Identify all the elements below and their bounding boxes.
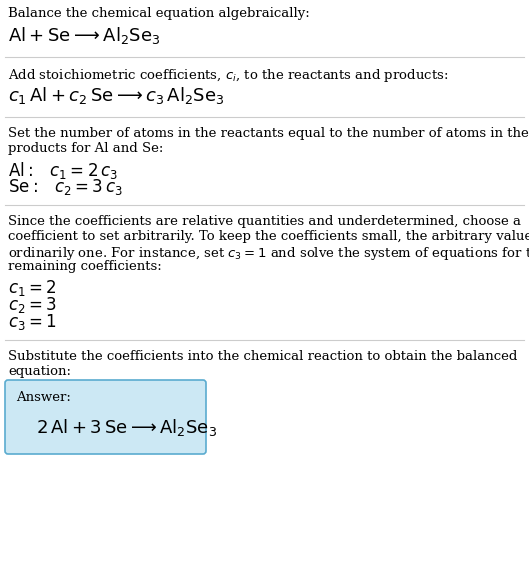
Text: $c_1 = 2$: $c_1 = 2$ bbox=[8, 278, 57, 298]
Text: $c_1\,\mathrm{Al} + c_2\,\mathrm{Se} \longrightarrow c_3\,\mathrm{Al_2Se_3}$: $c_1\,\mathrm{Al} + c_2\,\mathrm{Se} \lo… bbox=[8, 85, 224, 106]
Text: Balance the chemical equation algebraically:: Balance the chemical equation algebraica… bbox=[8, 7, 310, 20]
Text: remaining coefficients:: remaining coefficients: bbox=[8, 260, 162, 273]
Text: $\mathrm{Al:}\;\;\;c_1 = 2\,c_3$: $\mathrm{Al:}\;\;\;c_1 = 2\,c_3$ bbox=[8, 160, 118, 181]
Text: equation:: equation: bbox=[8, 365, 71, 378]
Text: ordinarily one. For instance, set $c_3 = 1$ and solve the system of equations fo: ordinarily one. For instance, set $c_3 =… bbox=[8, 245, 529, 262]
Text: $\mathrm{Se:}\;\;\;c_2 = 3\,c_3$: $\mathrm{Se:}\;\;\;c_2 = 3\,c_3$ bbox=[8, 177, 123, 197]
Text: Answer:: Answer: bbox=[16, 391, 71, 404]
FancyBboxPatch shape bbox=[5, 380, 206, 454]
Text: Add stoichiometric coefficients, $c_i$, to the reactants and products:: Add stoichiometric coefficients, $c_i$, … bbox=[8, 67, 449, 84]
Text: $c_3 = 1$: $c_3 = 1$ bbox=[8, 312, 57, 332]
Text: Set the number of atoms in the reactants equal to the number of atoms in the: Set the number of atoms in the reactants… bbox=[8, 127, 529, 140]
Text: $\mathrm{Al + Se} \longrightarrow \mathrm{Al_2Se_3}$: $\mathrm{Al + Se} \longrightarrow \mathr… bbox=[8, 25, 160, 46]
Text: Substitute the coefficients into the chemical reaction to obtain the balanced: Substitute the coefficients into the che… bbox=[8, 350, 517, 363]
Text: products for Al and Se:: products for Al and Se: bbox=[8, 142, 163, 155]
Text: $2\,\mathrm{Al} + 3\,\mathrm{Se} \longrightarrow \mathrm{Al_2Se_3}$: $2\,\mathrm{Al} + 3\,\mathrm{Se} \longri… bbox=[36, 417, 217, 438]
Text: Since the coefficients are relative quantities and underdetermined, choose a: Since the coefficients are relative quan… bbox=[8, 215, 521, 228]
Text: coefficient to set arbitrarily. To keep the coefficients small, the arbitrary va: coefficient to set arbitrarily. To keep … bbox=[8, 230, 529, 243]
Text: $c_2 = 3$: $c_2 = 3$ bbox=[8, 295, 57, 315]
